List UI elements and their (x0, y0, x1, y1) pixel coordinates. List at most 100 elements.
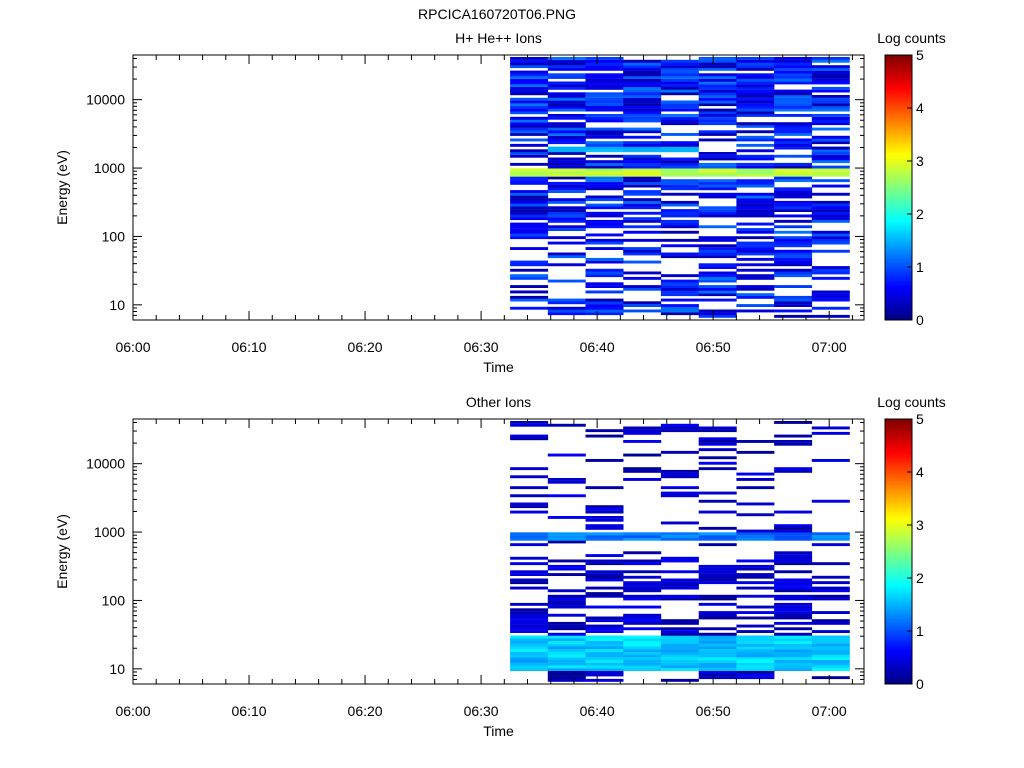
heatmap-cell (623, 149, 662, 153)
heatmap-cell (698, 168, 737, 172)
colorbar-segment (885, 225, 912, 228)
heatmap-cell (660, 165, 699, 169)
heatmap-cell (623, 429, 662, 433)
heatmap-cell (774, 92, 813, 96)
heatmap-cell (811, 621, 850, 625)
heatmap-cell (510, 92, 549, 96)
heatmap-cell (623, 440, 662, 443)
colorbar-segment (885, 132, 912, 135)
heatmap-cell (585, 225, 624, 229)
heatmap-cell (736, 486, 775, 490)
y-tick-label: 10 (109, 297, 125, 313)
heatmap-cell (811, 67, 850, 71)
heatmap-cell (698, 535, 737, 538)
colorbar-segment (885, 238, 912, 241)
colorbar-segment (885, 114, 912, 118)
heatmap-cell (698, 179, 737, 183)
heatmap-cell (660, 285, 699, 288)
heatmap-cell (698, 673, 737, 677)
heatmap-cell (547, 157, 586, 161)
colorbar-segment (885, 668, 912, 672)
heatmap-cell (623, 154, 662, 158)
heatmap-cell (623, 127, 662, 131)
heatmap-cell (774, 668, 813, 671)
heatmap-cell (623, 426, 662, 430)
heatmap-cell (623, 190, 662, 193)
heatmap-cell (660, 179, 699, 183)
heatmap-cell (811, 594, 850, 598)
heatmap-cell (698, 62, 737, 66)
heatmap-cell (660, 114, 699, 117)
heatmap-cell (698, 209, 737, 212)
heatmap-cell (660, 122, 699, 126)
heatmap-cell (774, 162, 813, 166)
heatmap-cell (547, 228, 586, 231)
heatmap-cell (660, 252, 699, 256)
heatmap-cell (698, 290, 737, 294)
heatmap-cell (774, 554, 813, 557)
colorbar-tick-label: 1 (916, 259, 924, 275)
heatmap-cell (510, 173, 549, 177)
heatmap-cell (774, 179, 813, 183)
heatmap-cell (660, 59, 699, 63)
heatmap-cell (660, 491, 699, 495)
heatmap-cell (736, 122, 775, 126)
heatmap-cell (811, 589, 850, 593)
heatmap-cell (660, 472, 699, 476)
heatmap-cell (547, 627, 586, 631)
heatmap-cell (774, 285, 813, 288)
heatmap-cell (774, 141, 813, 145)
colorbar-segment (885, 536, 912, 539)
heatmap-cell (811, 293, 850, 297)
heatmap-cell (736, 162, 775, 166)
heatmap-cell (660, 146, 699, 150)
x-tick-label: 06:00 (115, 703, 150, 719)
heatmap-cell (510, 57, 549, 60)
colorbar-tick-label: 3 (916, 153, 924, 169)
heatmap-cell (774, 81, 813, 85)
heatmap-cell (623, 665, 662, 669)
heatmap-cell (585, 306, 624, 310)
colorbar-segment (885, 617, 912, 621)
heatmap-cell (547, 97, 586, 101)
heatmap-cell (623, 559, 662, 563)
heatmap-cell (547, 165, 586, 169)
heatmap-cell (774, 469, 813, 473)
heatmap-cell (510, 649, 549, 652)
colorbar-frame (884, 54, 913, 321)
colorbar-segment (885, 233, 912, 237)
colorbar-segment (885, 430, 912, 433)
heatmap-cell (585, 592, 624, 595)
heatmap-cell (623, 535, 662, 538)
colorbar-segment (885, 63, 912, 67)
heatmap-cell (585, 665, 624, 669)
heatmap-cell (585, 233, 624, 237)
heatmap-cell (698, 532, 737, 536)
heatmap-cell (698, 157, 737, 161)
heatmap-cell (623, 62, 662, 66)
heatmap-cell (736, 165, 775, 169)
colorbar-segment (885, 262, 912, 266)
heatmap-cell (811, 160, 850, 164)
heatmap-cell (811, 219, 850, 223)
heatmap-cell (510, 192, 549, 196)
heatmap-cell (585, 119, 624, 123)
colorbar-segment (885, 483, 912, 486)
colorbar-segment (885, 83, 912, 87)
heatmap-cell (547, 141, 586, 145)
heatmap-cell (547, 453, 586, 457)
heatmap-cell (660, 638, 699, 642)
heatmap-cell (510, 421, 549, 424)
colorbar-segment (885, 608, 912, 612)
heatmap-cell (585, 282, 624, 286)
heatmap-cell (623, 309, 662, 313)
heatmap-cell (698, 448, 737, 452)
colorbar-segment (885, 650, 912, 654)
heatmap-cell (736, 450, 775, 454)
heatmap-cell (547, 171, 586, 174)
heatmap-cell (698, 643, 737, 647)
heatmap-cell (811, 116, 850, 120)
heatmap-cell (623, 301, 662, 305)
heatmap-cell (811, 70, 850, 74)
heatmap-cell (736, 86, 775, 90)
